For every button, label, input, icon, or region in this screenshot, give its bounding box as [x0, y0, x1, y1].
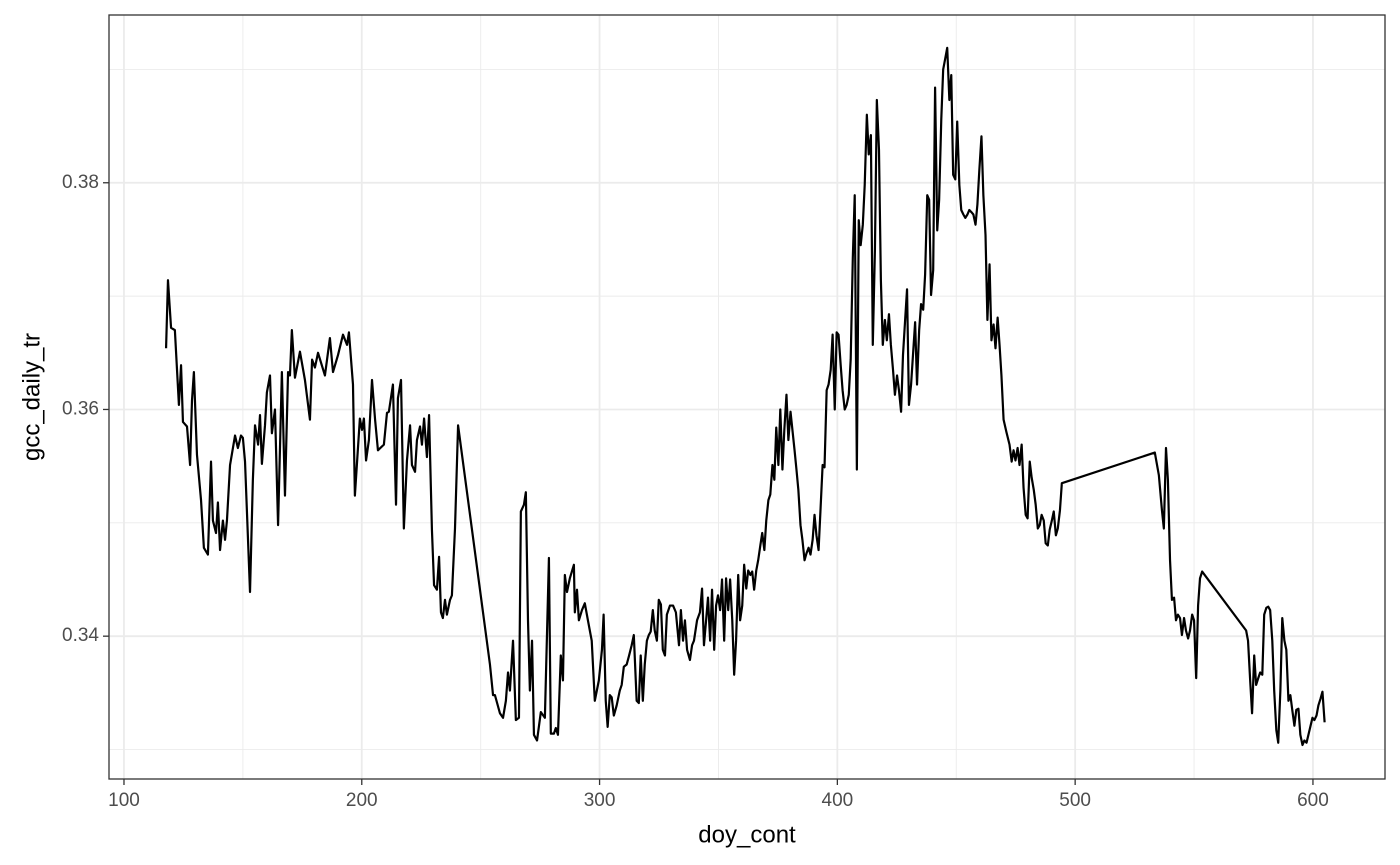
plot-area: [164, 46, 1326, 747]
panel-border: [108, 14, 1386, 780]
y-tick-label: 0.38: [62, 172, 99, 193]
x-tick-label: 400: [822, 790, 854, 811]
y-axis-title: gcc_daily_tr: [18, 333, 45, 461]
x-tick-label: 300: [584, 790, 616, 811]
x-tick-label: 200: [346, 790, 378, 811]
x-tick-label: 600: [1297, 790, 1329, 811]
axes: 100 200 300 400 500 600 0.34 0.36 0.38: [62, 172, 1329, 811]
grid: [109, 15, 1385, 779]
x-tick-label: 500: [1059, 790, 1091, 811]
x-axis-title: doy_cont: [698, 821, 796, 848]
x-tick-label: 100: [108, 790, 140, 811]
y-tick-label: 0.34: [62, 625, 99, 646]
y-tick-label: 0.36: [62, 398, 99, 419]
data-line: [164, 46, 1326, 747]
